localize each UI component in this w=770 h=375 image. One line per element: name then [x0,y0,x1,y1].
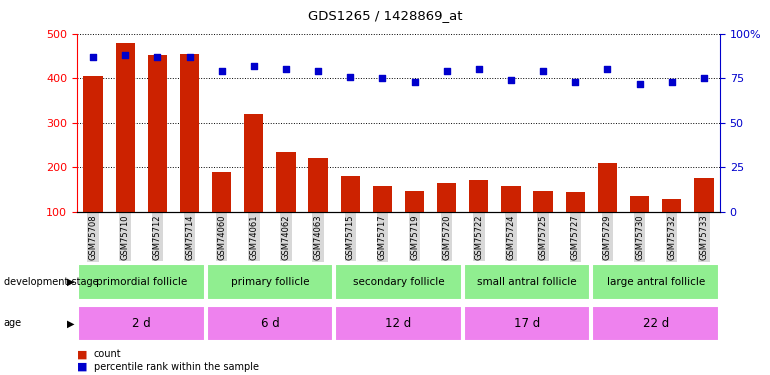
Bar [437,183,457,212]
Bar [501,186,521,212]
Text: ■: ■ [77,362,88,372]
Point [665,79,678,85]
Text: secondary follicle: secondary follicle [353,277,444,287]
Point [537,68,549,74]
Bar [116,43,135,212]
Bar [592,306,719,341]
Point [344,74,357,80]
Bar [83,76,102,212]
Text: primary follicle: primary follicle [231,277,309,287]
Text: 12 d: 12 d [385,317,412,330]
Bar [340,176,360,212]
Bar [598,163,617,212]
Bar [469,180,488,212]
Bar [405,190,424,212]
Bar [662,200,681,212]
Text: 22 d: 22 d [642,317,669,330]
Bar [212,172,231,212]
Point [569,79,581,85]
Point [119,52,132,58]
Text: 2 d: 2 d [132,317,151,330]
Point [440,68,453,74]
Point [280,66,292,72]
Bar [276,152,296,212]
Bar [566,192,585,212]
Text: large antral follicle: large antral follicle [607,277,705,287]
Text: small antral follicle: small antral follicle [477,277,577,287]
Text: ■: ■ [77,350,88,359]
Text: ▶: ▶ [67,318,75,328]
Point [312,68,324,74]
Point [601,66,614,72]
Point [183,54,196,60]
Bar [695,178,714,212]
Text: count: count [94,350,122,359]
Bar [630,196,649,212]
Point [634,81,646,87]
Bar [78,264,205,300]
Bar [206,264,333,300]
Text: 6 d: 6 d [260,317,280,330]
Bar [534,190,553,212]
Point [248,63,260,69]
Text: primordial follicle: primordial follicle [95,277,187,287]
Point [216,68,228,74]
Point [377,75,389,81]
Point [473,66,485,72]
Point [505,77,517,83]
Text: age: age [4,318,22,328]
Bar [335,306,462,341]
Bar [309,158,328,212]
Bar [148,55,167,212]
Text: GDS1265 / 1428869_at: GDS1265 / 1428869_at [308,9,462,22]
Text: 17 d: 17 d [514,317,541,330]
Bar [180,54,199,212]
Bar [206,306,333,341]
Text: ▶: ▶ [67,277,75,287]
Text: development stage: development stage [4,277,99,287]
Bar [373,186,392,212]
Point [151,54,163,60]
Bar [592,264,719,300]
Bar [244,114,263,212]
Bar [464,306,591,341]
Point [87,54,99,60]
Point [408,79,420,85]
Text: percentile rank within the sample: percentile rank within the sample [94,362,259,372]
Bar [464,264,591,300]
Bar [78,306,205,341]
Point [698,75,710,81]
Bar [335,264,462,300]
